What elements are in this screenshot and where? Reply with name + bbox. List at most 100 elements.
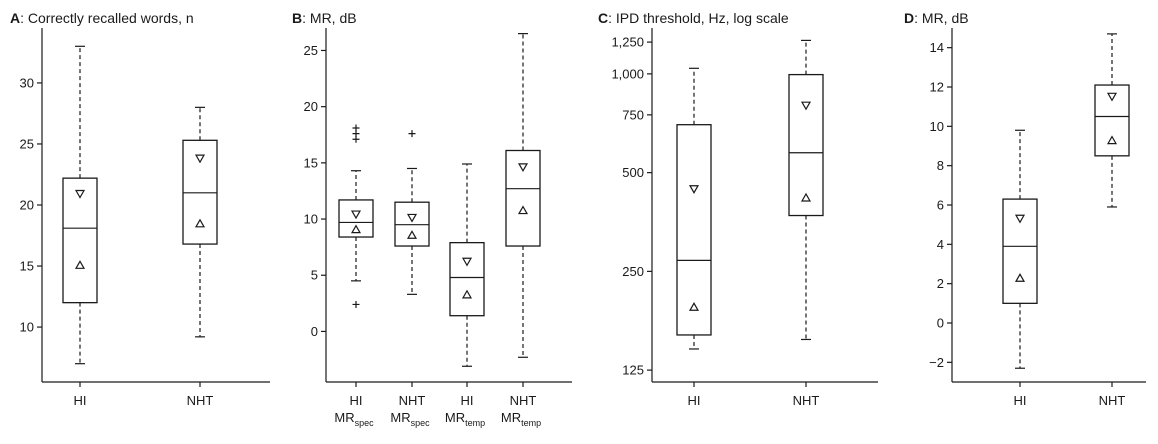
x-category-subscript: spec bbox=[411, 418, 431, 428]
y-tick-label: 0 bbox=[311, 324, 318, 339]
panel-a-letter: A bbox=[10, 10, 21, 26]
x-category-subscript: spec bbox=[355, 418, 375, 428]
x-category-subscript: temp bbox=[521, 418, 541, 428]
iqr-box bbox=[449, 241, 485, 317]
down-triangle-marker bbox=[350, 210, 362, 220]
up-triangle-marker bbox=[1106, 135, 1118, 145]
panel-d-title-text: : MR, dB bbox=[914, 10, 969, 26]
panel-b-plot: 0 5 10 15 20 25 HI MRspec NHT MRspec HI MRtemp NHT MR… bbox=[304, 28, 572, 428]
x-category-label: NHT bbox=[1099, 393, 1126, 408]
x-category-sublabel: MRspec bbox=[390, 410, 430, 428]
y-tick-label: 8 bbox=[937, 158, 944, 173]
panel-c-title: C: IPD threshold, Hz, log scale bbox=[598, 10, 789, 26]
iqr-box bbox=[1002, 198, 1038, 304]
panel-b-title: B: MR, dB bbox=[292, 10, 357, 26]
down-triangle-marker bbox=[194, 154, 206, 164]
x-category-label: HI bbox=[350, 393, 363, 408]
outlier-marker bbox=[352, 300, 360, 308]
iqr-box bbox=[62, 177, 98, 304]
panel-d-letter: D bbox=[904, 10, 915, 26]
box-2 bbox=[1094, 33, 1130, 208]
y-tick-label: 15 bbox=[304, 155, 318, 170]
y-tick-label: 15 bbox=[20, 259, 34, 274]
panel-a-plot: 10 15 20 25 30 HI NHT bbox=[20, 28, 270, 408]
box-2 bbox=[788, 39, 824, 341]
outlier-marker bbox=[352, 124, 360, 132]
up-triangle-marker bbox=[1014, 273, 1026, 282]
panel-c: C: IPD threshold, Hz, log scale 125 250 50… bbox=[596, 0, 886, 444]
x-category-label: NHT bbox=[510, 393, 537, 408]
y-tick-label: 2 bbox=[937, 276, 944, 291]
up-triangle-marker bbox=[74, 260, 86, 269]
x-category-label: HI bbox=[688, 393, 701, 408]
panel-c-title-text: : IPD threshold, Hz, log scale bbox=[608, 10, 789, 26]
y-tick-label: 14 bbox=[930, 40, 944, 55]
y-tick-label: 25 bbox=[304, 43, 318, 58]
panel-d: D: MR, dB −2 0 2 4 6 8 10 12 14 HI NHT bbox=[902, 0, 1152, 444]
panel-c-plot: 125 250 500 750 1,000 1,250 HI NHT bbox=[611, 28, 878, 408]
box-1 bbox=[62, 45, 98, 365]
up-triangle-marker bbox=[517, 205, 529, 215]
up-triangle-marker bbox=[406, 230, 418, 239]
box-1 bbox=[1002, 129, 1038, 369]
up-triangle-marker bbox=[800, 192, 812, 202]
down-triangle-marker bbox=[74, 189, 86, 199]
down-triangle-marker bbox=[1106, 92, 1118, 102]
down-triangle-marker bbox=[800, 101, 812, 111]
box-1 bbox=[338, 124, 374, 308]
y-tick-label: 12 bbox=[930, 80, 944, 95]
panel-b: B: MR, dB 0 5 10 15 20 25 HI MRspec NHT MRspec HI M… bbox=[290, 0, 580, 444]
box-2 bbox=[394, 130, 430, 295]
y-tick-label: 750 bbox=[622, 107, 644, 122]
y-tick-label: 20 bbox=[304, 99, 318, 114]
y-tick-label: 30 bbox=[20, 75, 34, 90]
y-tick-label: 10 bbox=[304, 212, 318, 227]
panel-a-title: A: Correctly recalled words, n bbox=[10, 10, 194, 26]
x-category-sublabel: MRspec bbox=[334, 410, 374, 428]
y-tick-label: 125 bbox=[622, 363, 644, 378]
panel-c-letter: C bbox=[598, 10, 609, 26]
down-triangle-marker bbox=[406, 213, 418, 223]
iqr-box bbox=[676, 124, 712, 336]
panel-a-title-text: : Correctly recalled words, n bbox=[20, 10, 194, 26]
x-category-label: HI bbox=[1014, 393, 1027, 408]
box-1 bbox=[676, 67, 712, 350]
x-category-sublabel: MRtemp bbox=[501, 410, 541, 428]
y-tick-label: 1,250 bbox=[611, 35, 644, 50]
down-triangle-marker bbox=[517, 163, 529, 173]
y-tick-label: 6 bbox=[937, 198, 944, 213]
up-triangle-marker bbox=[461, 289, 473, 299]
panel-b-title-text: : MR, dB bbox=[302, 10, 357, 26]
up-triangle-marker bbox=[194, 218, 206, 228]
up-triangle-marker bbox=[688, 302, 700, 311]
down-triangle-marker bbox=[688, 185, 700, 194]
iqr-box bbox=[505, 149, 541, 247]
box-2 bbox=[182, 106, 218, 338]
down-triangle-marker bbox=[1014, 214, 1026, 224]
y-tick-label: 0 bbox=[937, 316, 944, 331]
y-tick-label: 4 bbox=[937, 237, 944, 252]
iqr-box bbox=[788, 73, 824, 217]
x-category-label: NHT bbox=[187, 393, 214, 408]
outlier-marker bbox=[408, 130, 416, 138]
y-tick-label: 20 bbox=[20, 198, 34, 213]
x-category-subscript: temp bbox=[465, 418, 485, 428]
box-4 bbox=[505, 33, 541, 358]
panel-d-title: D: MR, dB bbox=[904, 10, 969, 26]
y-tick-label: 10 bbox=[20, 320, 34, 335]
x-category-label: HI bbox=[74, 393, 87, 408]
x-category-label: HI bbox=[461, 393, 474, 408]
x-category-label: NHT bbox=[793, 393, 820, 408]
y-tick-label: 25 bbox=[20, 136, 34, 151]
x-category-label: NHT bbox=[399, 393, 426, 408]
panel-a: A: Correctly recalled words, n 10 15 20 25 3… bbox=[8, 0, 280, 444]
x-category-sublabel: MRtemp bbox=[445, 410, 485, 428]
y-tick-label: 10 bbox=[930, 119, 944, 134]
down-triangle-marker bbox=[461, 257, 473, 267]
panel-b-letter: B bbox=[292, 10, 303, 26]
up-triangle-marker bbox=[350, 224, 362, 234]
iqr-box bbox=[1094, 84, 1130, 157]
y-tick-label: 250 bbox=[622, 264, 644, 279]
box-3 bbox=[449, 163, 485, 367]
y-tick-label: −2 bbox=[929, 355, 944, 370]
